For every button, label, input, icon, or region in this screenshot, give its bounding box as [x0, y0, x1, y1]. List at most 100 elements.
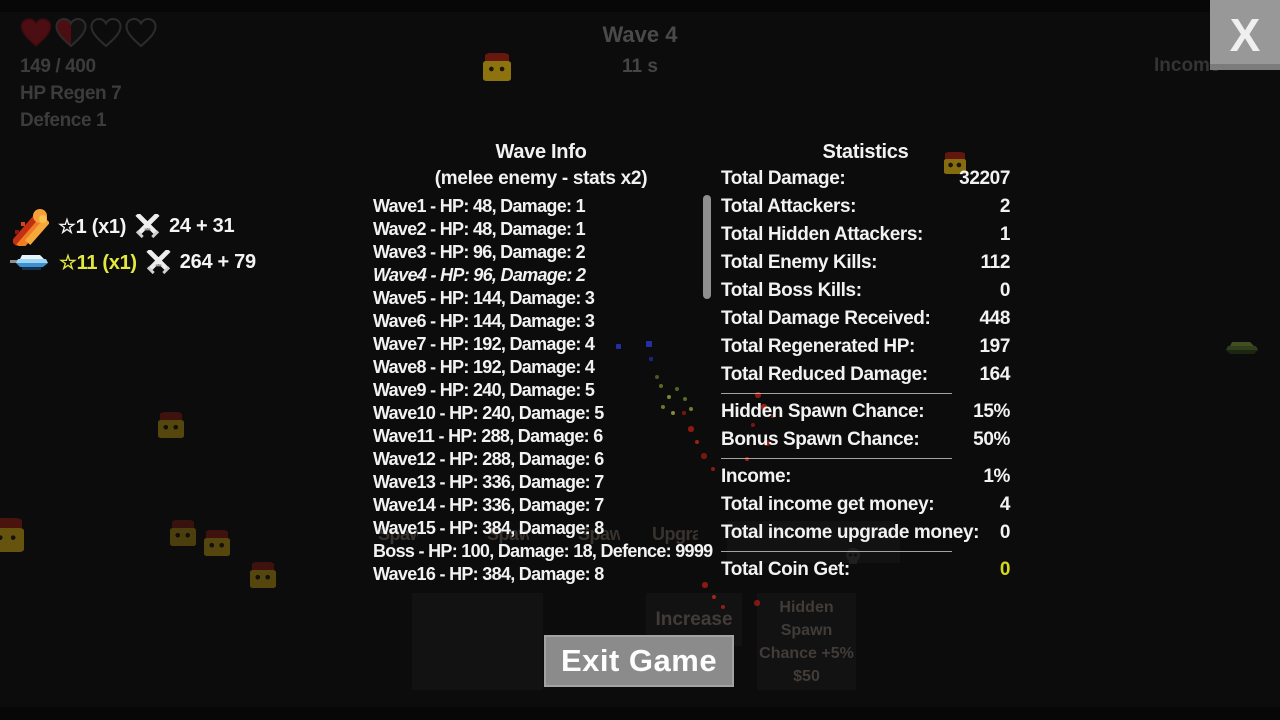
wave-row: Wave8 - HP: 192, Damage: 4: [373, 357, 595, 377]
hp-regen-label: HP Regen 7: [20, 83, 122, 104]
wave-info-title: Wave Info: [495, 141, 587, 163]
stat-label: Total Enemy Kills:: [721, 252, 878, 273]
stat-row: Hidden Spawn Chance: 15%: [721, 398, 1010, 426]
statistics-title: Statistics: [822, 141, 909, 163]
enemy-sprite: [250, 562, 276, 588]
wave-row: Wave13 - HP: 336, Damage: 7: [373, 472, 604, 492]
particle-blue: [649, 357, 653, 361]
enemy-sprite: [204, 530, 230, 556]
faded-button-label: Spawn: [780, 622, 833, 639]
faded-button-label: $50: [793, 668, 820, 685]
stat-label: Total Regenerated HP:: [721, 336, 915, 357]
stat-label: Total Damage Received:: [721, 308, 931, 329]
faded-button-label: Chance +5%: [759, 645, 854, 662]
stat-label: Total Boss Kills:: [721, 280, 862, 301]
wave-row: Wave10 - HP: 240, Damage: 5: [373, 403, 604, 423]
unit-stats-row: ☆1 (x1) 24 + 31: [13, 205, 235, 247]
stat-value: 2: [999, 196, 1011, 217]
close-icon: X: [1229, 9, 1261, 61]
heart-icon-empty: [90, 18, 122, 48]
heart-icon-empty: [125, 18, 157, 48]
stat-label: Total Reduced Damage:: [721, 364, 928, 385]
crossed-swords-icon: [146, 249, 171, 274]
faded-spawn-button-label: Spawn: [578, 524, 620, 544]
stat-row: Bonus Spawn Chance: 50%: [721, 426, 1010, 454]
stat-label: Total Coin Get:: [721, 559, 850, 580]
stat-value-coin: 0: [999, 559, 1011, 580]
wave-row: Wave11 - HP: 288, Damage: 6: [373, 426, 603, 446]
stat-value: 448: [979, 308, 1010, 329]
wave-row: Wave16 - HP: 384, Damage: 8: [373, 564, 604, 584]
scrollbar-thumb[interactable]: [703, 195, 711, 299]
unit-star-level: ☆11 (x1): [59, 251, 137, 274]
faded-spawn-button-label: Spawn: [378, 524, 418, 544]
crossed-swords-icon: [135, 213, 160, 238]
stat-value: 164: [979, 364, 1010, 385]
green-ship-sprite: [1226, 342, 1258, 354]
wave-row: Wave9 - HP: 240, Damage: 5: [373, 380, 595, 400]
wave-timer: 11 s: [622, 56, 658, 77]
stat-value: 197: [979, 336, 1010, 357]
particle-red-cluster: [0, 0, 2, 2]
stat-row: Total Attackers: 2: [721, 193, 1010, 221]
enemy-sprite: [158, 412, 184, 438]
bottom-letterbox: [0, 707, 1280, 720]
stat-label: Total Attackers:: [721, 196, 857, 217]
enemy-sprite: [0, 518, 24, 552]
wave-row: Wave6 - HP: 144, Damage: 3: [373, 311, 595, 331]
stat-label: Total Hidden Attackers:: [721, 224, 923, 245]
stat-row: Total Regenerated HP: 197: [721, 333, 1010, 361]
stat-value: 112: [980, 252, 1011, 273]
close-button[interactable]: X: [1210, 0, 1280, 70]
stat-label: Total income get money:: [721, 494, 935, 515]
stat-label: Total Damage:: [721, 168, 846, 189]
wave-row-current: Wave4 - HP: 96, Damage: 2: [373, 265, 586, 285]
ship-unit-sprite: [10, 255, 48, 270]
wave-info-subtitle: (melee enemy - stats x2): [434, 168, 648, 189]
faded-spawn-button-label: Spawn: [487, 524, 529, 544]
statistics-panel[interactable]: Total Damage: 32207 Total Attackers: 2 T…: [721, 165, 1010, 584]
stat-row: Income: 1%: [721, 463, 1010, 491]
stat-value: 0: [999, 522, 1011, 543]
heart-icon-full: [20, 18, 52, 47]
stat-value: 1: [999, 224, 1011, 245]
defence-label: Defence 1: [20, 110, 107, 131]
health-hearts: [20, 18, 157, 48]
faded-upgrade-button-label: Upgrade: [652, 524, 698, 544]
wave-row: Wave1 - HP: 48, Damage: 1: [373, 196, 586, 216]
stat-value: 50%: [973, 429, 1010, 450]
wave-row: Wave12 - HP: 288, Damage: 6: [373, 449, 604, 469]
stat-row: Total Reduced Damage: 164: [721, 361, 1010, 389]
stat-label: Bonus Spawn Chance:: [721, 429, 920, 450]
stat-row: Total income upgrade money: 0: [721, 519, 1010, 547]
stat-row: Total Enemy Kills: 112: [721, 249, 1010, 277]
wave-row: Wave7 - HP: 192, Damage: 4: [373, 334, 595, 354]
faded-increase-button: Increase: [646, 593, 742, 646]
faded-hidden-spawn-button: Hidden Spawn Chance +5% $50: [757, 593, 856, 690]
faded-increase-label: Increase: [655, 608, 733, 630]
enemy-sprite: [483, 53, 511, 81]
wave-row-boss: Boss - HP: 100, Damage: 18, Defence: 999…: [373, 541, 713, 561]
particle-blue: [616, 344, 621, 349]
exit-game-label: Exit Game: [560, 643, 718, 678]
unit-damage-value: 24 + 31: [169, 214, 235, 237]
wave-info-list[interactable]: Wave1 - HP: 48, Damage: 1 Wave2 - HP: 48…: [373, 195, 718, 586]
wave-row: Wave3 - HP: 96, Damage: 2: [373, 242, 586, 262]
exit-game-button[interactable]: Exit Game: [544, 635, 734, 687]
stats-divider: [721, 389, 1010, 398]
stat-value: 15%: [973, 401, 1010, 422]
stat-value: 0: [999, 280, 1011, 301]
fire-unit-sprite: [13, 209, 49, 246]
stat-value: 1%: [983, 466, 1010, 487]
stat-row: Total Damage Received: 448: [721, 305, 1010, 333]
unit-star-level: ☆1 (x1): [58, 215, 127, 238]
income-label: Income: [1154, 55, 1221, 76]
stat-row: Total Hidden Attackers: 1: [721, 221, 1010, 249]
stat-label: Income:: [721, 466, 792, 487]
faded-button-label: Hidden: [779, 599, 834, 616]
particle-blue: [646, 341, 652, 347]
top-letterbox: [0, 0, 1280, 12]
faded-upgrade-button: [412, 593, 543, 690]
stat-value: 32207: [959, 168, 1010, 189]
